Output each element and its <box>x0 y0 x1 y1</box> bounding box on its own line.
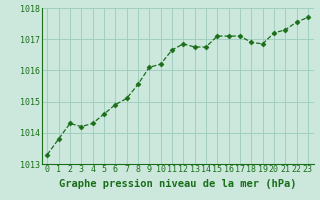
X-axis label: Graphe pression niveau de la mer (hPa): Graphe pression niveau de la mer (hPa) <box>59 179 296 189</box>
